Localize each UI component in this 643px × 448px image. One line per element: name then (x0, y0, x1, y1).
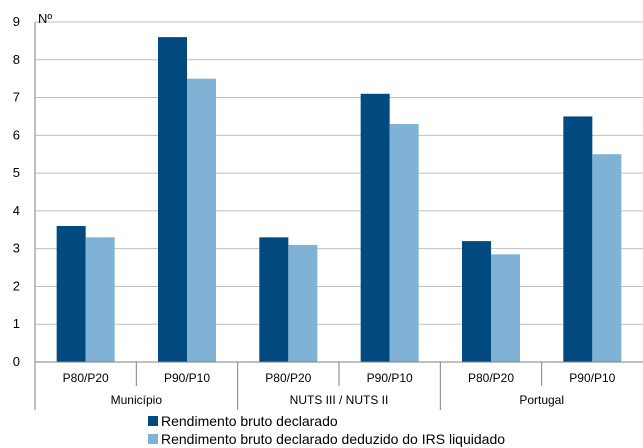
y-unit-label: Nº (38, 11, 52, 26)
y-tick-label: 1 (13, 316, 20, 331)
legend-swatch-series-1 (148, 416, 158, 426)
x-group-label: Portugal (519, 393, 564, 407)
legend-label-series-1: Rendimento bruto declarado (161, 413, 338, 429)
bar-series-1-cat-1 (56, 226, 86, 362)
bar-series-2-cat-4 (389, 124, 419, 362)
y-tick-label: 6 (13, 127, 20, 142)
legend-item-series-2: Rendimento bruto declarado deduzido do I… (148, 430, 505, 448)
y-tick-label: 8 (13, 52, 20, 67)
legend: Rendimento bruto declarado Rendimento br… (148, 412, 505, 448)
bar-series-1-cat-4 (360, 93, 390, 363)
legend-swatch-series-2 (148, 434, 158, 444)
y-tick-label: 5 (13, 165, 20, 180)
bar-series-1-cat-6 (563, 116, 593, 362)
axes (34, 22, 643, 410)
x-group-label: NUTS III / NUTS II (290, 393, 389, 407)
bar-series-2-cat-1 (85, 237, 115, 362)
bar-series-2-cat-6 (592, 154, 622, 362)
x-category-label: P80/P20 (63, 371, 109, 385)
bar-series-2-cat-3 (288, 244, 318, 362)
bar-series-2-cat-2 (187, 78, 216, 363)
y-tick-label: 2 (13, 278, 20, 293)
x-category-label: P80/P20 (468, 371, 514, 385)
legend-label-series-2: Rendimento bruto declarado deduzido do I… (161, 431, 506, 447)
y-tick-label: 4 (13, 203, 20, 218)
y-tick-label: 9 (13, 14, 20, 29)
y-tick-labels: 0 1 2 3 4 5 6 7 8 9 (13, 14, 20, 369)
bar-series-1-cat-3 (259, 237, 289, 362)
x-group-label: Município (111, 393, 163, 407)
bars (56, 37, 622, 363)
bar-series-2-cat-5 (491, 254, 520, 362)
y-tick-label: 7 (13, 90, 20, 105)
grid-lines (35, 21, 643, 325)
y-tick-label: 3 (13, 241, 20, 256)
bar-series-1-cat-2 (158, 37, 187, 362)
legend-item-series-1: Rendimento bruto declarado (148, 412, 505, 430)
bar-series-1-cat-5 (462, 241, 491, 362)
x-category-label: P90/P10 (367, 371, 413, 385)
x-category-label: P80/P20 (265, 371, 311, 385)
x-category-label: P90/P10 (164, 371, 210, 385)
x-category-label: P90/P10 (569, 371, 615, 385)
y-tick-label: 0 (13, 354, 20, 369)
